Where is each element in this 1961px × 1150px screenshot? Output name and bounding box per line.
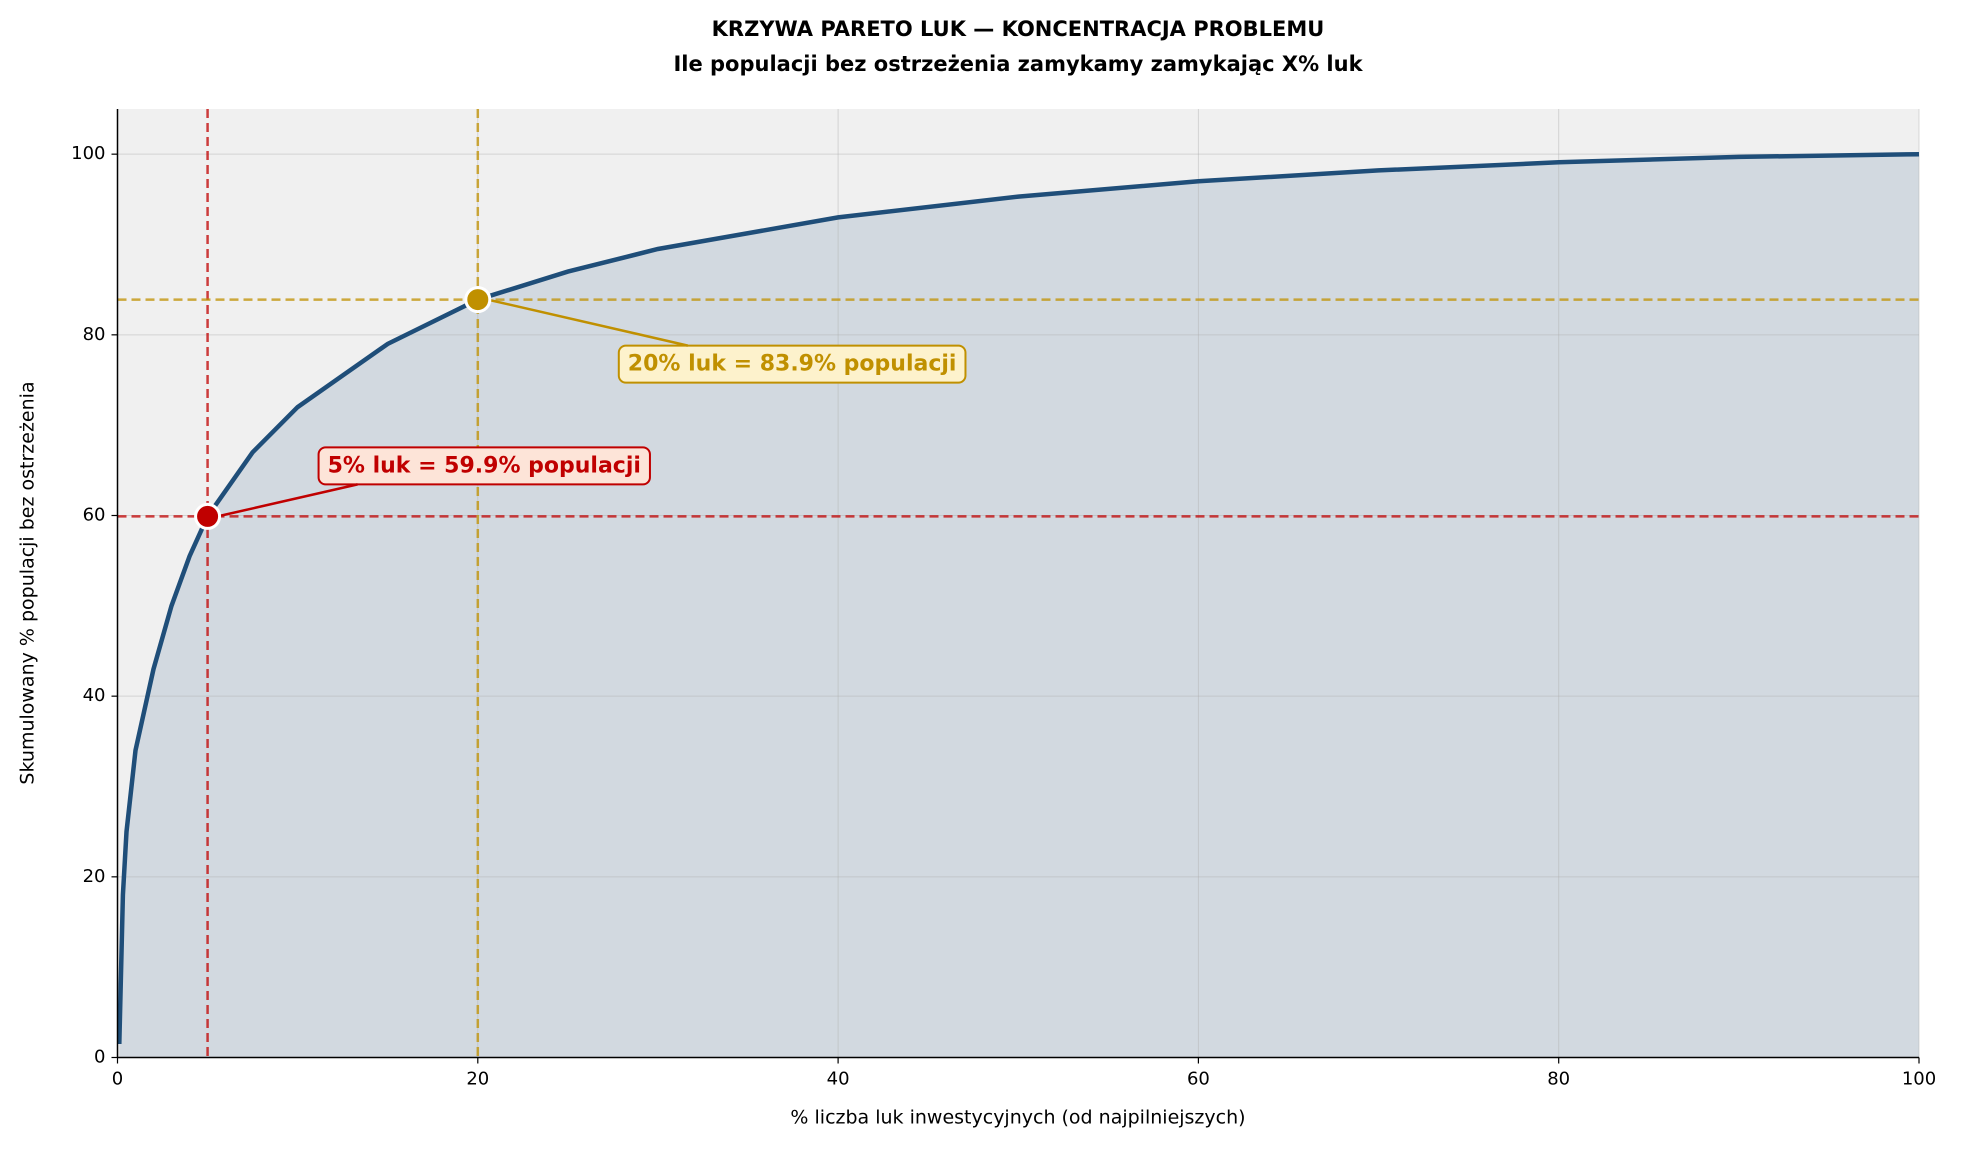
y-tick-label: 40 (83, 685, 106, 706)
highlight-point (194, 502, 222, 530)
x-axis-label: % liczba luk inwestycyjnych (od najpilni… (790, 1107, 1245, 1129)
x-tick-label: 0 (112, 1069, 123, 1090)
highlight-point (464, 286, 492, 314)
y-tick-label: 80 (83, 324, 106, 345)
annotation-label: 5% luk = 59.9% populacji (328, 453, 641, 478)
y-axis-label: Skumulowany % populacji bez ostrzeżenia (17, 381, 39, 784)
x-tick-label: 20 (466, 1069, 489, 1090)
y-tick-label: 100 (71, 143, 105, 164)
y-tick-label: 20 (83, 866, 106, 887)
line (117, 151, 1920, 1045)
annotation-box (617, 344, 967, 384)
annotation-arrow (217, 483, 358, 518)
x-tick-label: 60 (1187, 1069, 1210, 1090)
area (119, 154, 1919, 1058)
annotation-label: 20% luk = 83.9% populacji (628, 352, 957, 377)
x-tick-label: 100 (1902, 1069, 1936, 1090)
chart-title: KRZYWA PARETO LUK — KONCENTRACJA PROBLEM… (712, 17, 1325, 41)
annotation-box (317, 446, 651, 486)
y-tick-label: 60 (83, 505, 106, 526)
x-tick-label: 80 (1547, 1069, 1570, 1090)
chart-subtitle: Ile populacji bez ostrzeżenia zamykamy z… (673, 52, 1363, 76)
y-tick-label: 0 (94, 1047, 105, 1068)
annotation: 5% luk = 59.9% populacji (217, 446, 651, 518)
annotation-arrow (487, 298, 689, 347)
annotation: 20% luk = 83.9% populacji (487, 298, 967, 384)
x-tick-label: 40 (827, 1069, 850, 1090)
